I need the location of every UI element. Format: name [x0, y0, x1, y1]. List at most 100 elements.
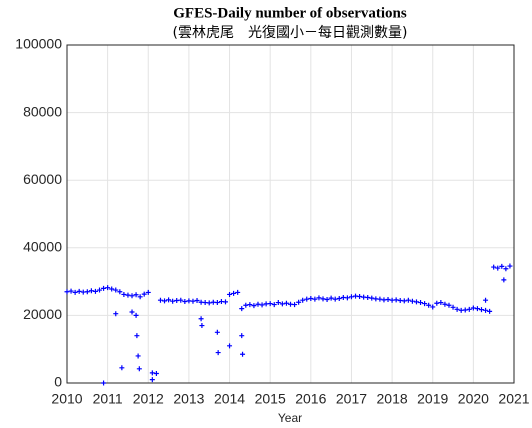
chart-title: GFES-Daily number of observations — [173, 5, 407, 21]
point — [348, 294, 354, 300]
point — [328, 295, 334, 301]
point — [495, 265, 501, 271]
point — [121, 291, 127, 297]
point — [438, 300, 444, 306]
point — [84, 289, 90, 295]
point — [125, 292, 131, 298]
x-tick-label: 2019 — [417, 391, 448, 407]
point — [259, 302, 265, 308]
point — [134, 333, 140, 339]
point — [101, 285, 107, 291]
point — [133, 292, 139, 298]
point — [119, 365, 125, 371]
point — [170, 298, 176, 304]
point — [149, 370, 155, 376]
point — [369, 295, 375, 301]
point — [137, 294, 143, 300]
point — [214, 329, 220, 335]
x-tick-label: 2010 — [51, 391, 82, 407]
point — [113, 287, 119, 293]
point — [365, 294, 371, 300]
point — [72, 289, 78, 295]
point — [271, 302, 277, 308]
point — [283, 300, 289, 306]
point — [430, 304, 436, 310]
x-tick-label: 2018 — [377, 391, 408, 407]
point — [227, 291, 233, 297]
point — [462, 307, 468, 313]
point — [401, 298, 407, 304]
x-tick-label: 2021 — [498, 391, 529, 407]
point — [308, 296, 314, 301]
chart-subtitle: (雲林虎尾 光復國小－每日觀測數量) — [173, 24, 408, 41]
x-tick-label: 2017 — [336, 391, 367, 407]
point — [182, 299, 188, 305]
point — [194, 298, 200, 304]
point — [190, 298, 196, 304]
point — [409, 298, 415, 304]
point — [275, 300, 281, 306]
x-axis-label: Year — [278, 411, 302, 425]
point — [101, 380, 107, 386]
point — [162, 298, 168, 304]
point — [133, 312, 139, 318]
point — [491, 264, 497, 270]
point — [279, 301, 285, 307]
point — [206, 300, 212, 306]
point — [235, 289, 241, 295]
point — [320, 296, 326, 302]
point — [418, 300, 424, 306]
point — [501, 277, 507, 283]
y-tick-label: 20000 — [23, 306, 62, 322]
point — [64, 289, 70, 295]
point — [129, 293, 135, 299]
point — [474, 306, 480, 312]
point — [243, 302, 249, 308]
point — [68, 288, 74, 294]
y-tick-label: 100000 — [15, 36, 62, 52]
point — [198, 316, 204, 322]
point — [231, 290, 237, 296]
point — [247, 302, 253, 308]
point — [178, 297, 184, 303]
point — [227, 343, 233, 349]
point — [149, 377, 155, 383]
point — [239, 333, 245, 339]
point — [422, 301, 428, 307]
point — [434, 300, 440, 306]
point — [141, 291, 147, 297]
point — [450, 304, 456, 310]
point — [442, 301, 448, 307]
point — [483, 297, 489, 303]
point — [454, 306, 460, 312]
point — [487, 308, 493, 314]
point — [251, 303, 257, 309]
point — [357, 293, 363, 299]
x-tick-label: 2013 — [173, 391, 204, 407]
y-tick-label: 60000 — [23, 171, 62, 187]
point — [426, 302, 432, 308]
point — [377, 296, 383, 302]
point — [92, 288, 98, 294]
point — [215, 350, 221, 356]
point — [503, 266, 509, 272]
point — [255, 301, 261, 307]
point — [344, 295, 350, 301]
x-tick-label: 2016 — [295, 391, 326, 407]
point — [483, 307, 489, 313]
point — [312, 296, 318, 302]
point — [300, 297, 306, 303]
plot-frame — [66, 44, 515, 384]
point — [105, 285, 111, 291]
point — [199, 323, 205, 329]
point — [332, 296, 338, 302]
point — [157, 297, 163, 303]
point — [470, 305, 476, 311]
y-tick-label: 40000 — [23, 239, 62, 255]
x-tick-label: 2015 — [255, 391, 286, 407]
point — [478, 307, 484, 313]
point — [145, 289, 151, 295]
y-tick-label: 0 — [54, 374, 62, 390]
point — [446, 302, 452, 308]
point — [153, 371, 159, 377]
